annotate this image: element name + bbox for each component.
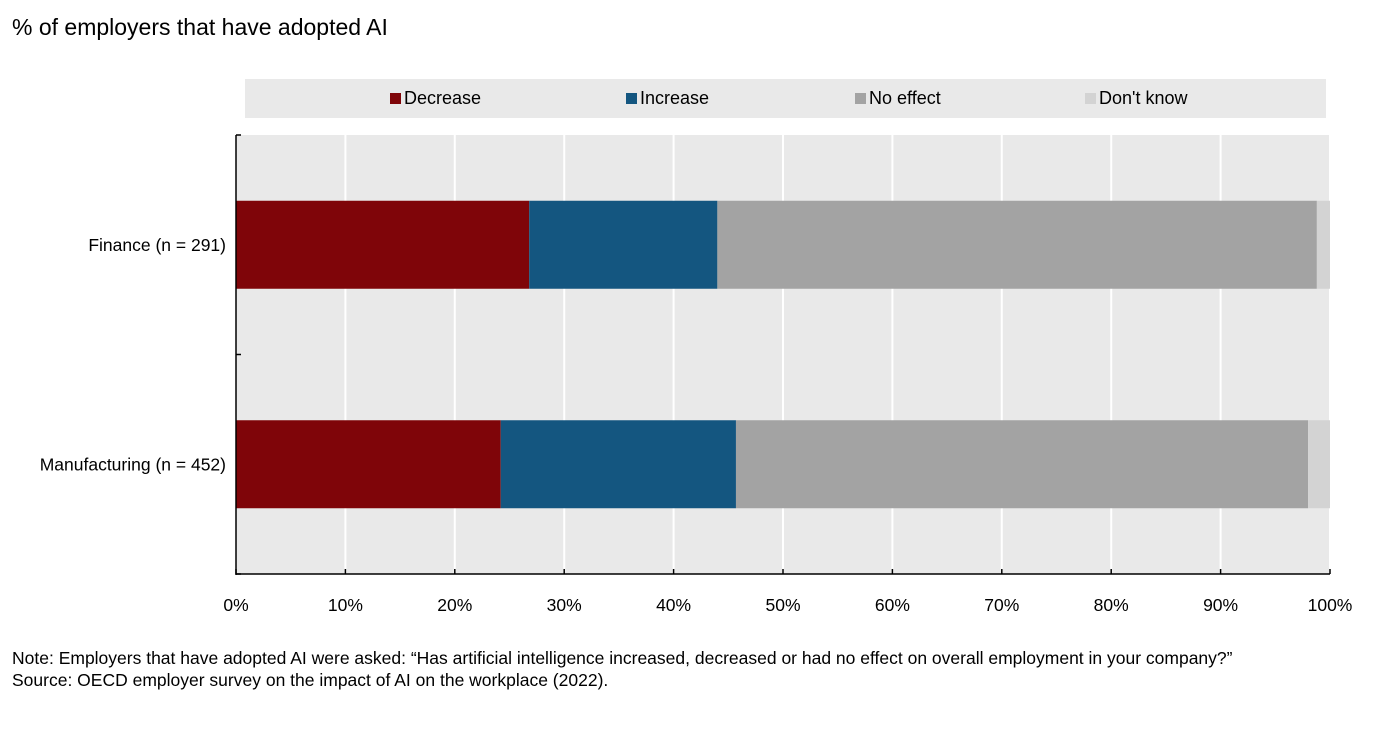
x-tick-label: 90% (1203, 595, 1238, 615)
bar-increase-1 (500, 420, 736, 509)
source-text: Source: OECD employer survey on the impa… (12, 670, 609, 690)
bar-don-t-know-1 (1308, 420, 1330, 509)
footnote: Note: Employers that have adopted AI wer… (12, 647, 1367, 691)
legend: Decrease Increase No effect Don't know (245, 79, 1326, 118)
legend-item-decrease: Decrease (390, 88, 481, 109)
legend-label-increase: Increase (640, 88, 710, 108)
legend-item-dont-know: Don't know (1085, 88, 1187, 109)
category-label: Finance (n = 291) (88, 235, 226, 255)
x-tick-label: 70% (984, 595, 1019, 615)
x-tick-label: 30% (547, 595, 582, 615)
bar-decrease-1 (236, 420, 501, 509)
legend-label-decrease: Decrease (404, 88, 482, 108)
legend-swatch-dont-know (1085, 93, 1096, 104)
bar-no-effect-1 (735, 420, 1309, 509)
chart-title: % of employers that have adopted AI (12, 14, 388, 40)
x-tick-label: 0% (223, 595, 248, 615)
bar-don-t-know-0 (1316, 200, 1330, 289)
category-label: Manufacturing (n = 452) (40, 454, 226, 474)
x-tick-label: 40% (656, 595, 691, 615)
legend-swatch-increase (626, 93, 637, 104)
legend-item-increase: Increase (626, 88, 709, 109)
note-text: Note: Employers that have adopted AI wer… (12, 648, 1233, 668)
x-tick-label: 100% (1308, 595, 1353, 615)
bar-decrease-0 (236, 200, 530, 289)
x-tick-label: 60% (875, 595, 910, 615)
bar-no-effect-0 (717, 200, 1317, 289)
x-tick-label: 10% (328, 595, 363, 615)
x-tick-label: 80% (1094, 595, 1129, 615)
legend-label-no-effect: No effect (869, 88, 941, 108)
legend-swatch-no-effect (855, 93, 866, 104)
legend-swatch-decrease (390, 93, 401, 104)
x-tick-label: 20% (437, 595, 472, 615)
bar-increase-0 (529, 200, 718, 289)
legend-label-dont-know: Don't know (1099, 88, 1188, 108)
stacked-bar-chart: Finance (n = 291) Manufacturing (n = 452)… (40, 134, 1353, 615)
legend-item-no-effect: No effect (855, 88, 941, 109)
x-tick-label: 50% (765, 595, 800, 615)
